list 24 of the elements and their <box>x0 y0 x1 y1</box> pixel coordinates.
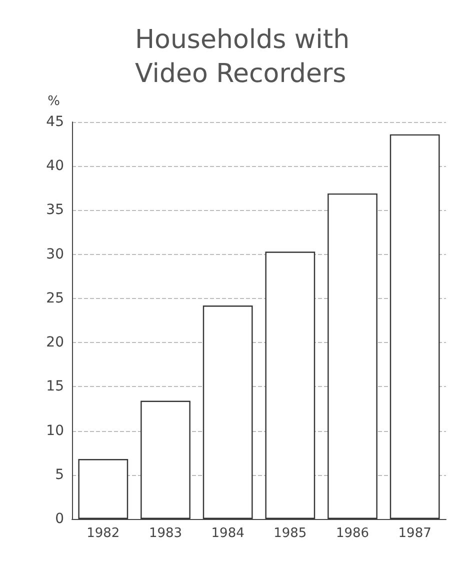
chart-title: Households with Video Recorders <box>135 25 358 89</box>
y-tick-label: 35 <box>46 202 64 218</box>
y-tick-label: 45 <box>46 114 64 130</box>
bar <box>78 459 128 519</box>
y-tick-label: 5 <box>55 466 64 483</box>
x-tick-label: 1987 <box>398 526 432 541</box>
y-tick-label: 10 <box>46 422 64 439</box>
bar <box>202 306 253 519</box>
x-tick-label: 1982 <box>86 526 120 541</box>
y-tick-label: 25 <box>46 290 64 306</box>
y-tick-label: 30 <box>46 246 64 262</box>
y-tick-label: 0 <box>55 511 64 527</box>
y-tick-label: 15 <box>46 378 64 395</box>
x-tick-label: 1985 <box>274 526 307 541</box>
y-axis-title: % <box>48 94 60 109</box>
x-tick-label: 1986 <box>336 526 370 541</box>
bar <box>265 252 316 519</box>
y-tick-label: 20 <box>46 334 64 351</box>
x-tick-label: 1983 <box>148 526 182 541</box>
x-tick-label: 1984 <box>211 526 244 541</box>
bar <box>390 134 440 519</box>
bar <box>140 400 190 519</box>
bar <box>328 193 378 519</box>
y-tick-label: 40 <box>46 158 64 174</box>
